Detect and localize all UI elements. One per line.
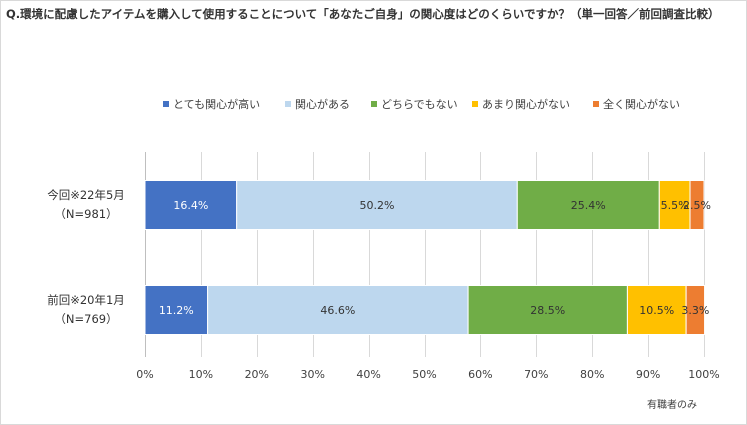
bar-segment <box>467 285 628 335</box>
bar-segment <box>658 180 691 230</box>
bar-segment <box>144 285 209 335</box>
bar-segment <box>626 285 687 335</box>
data-label: 10.5% <box>639 304 674 317</box>
x-tick-label: 40% <box>356 368 381 381</box>
category-label-line2: （N=981） <box>54 207 118 221</box>
chart-legend: とても関心が高い 関心がある どちらでもない あまり関心がない 全く関心がない <box>0 96 747 112</box>
bar-segment <box>516 180 660 230</box>
category-label-line1: 今回※22年5月 <box>47 188 125 202</box>
x-tick-label: 0% <box>136 368 154 381</box>
data-label: 3.3% <box>681 304 709 317</box>
legend-swatch <box>371 101 377 107</box>
x-tick-label: 70% <box>524 368 549 381</box>
data-label: 25.4% <box>571 199 606 212</box>
bar-segment <box>236 180 518 230</box>
x-tick-label: 30% <box>300 368 325 381</box>
x-tick-label: 20% <box>244 368 270 381</box>
bar-segment <box>207 285 469 335</box>
chart-title: Q.環境に配慮したアイテムを購入して使用することについて「あなたご自身」の関心度… <box>6 7 720 21</box>
legend-swatch <box>593 101 599 107</box>
legend-label: 関心がある <box>295 98 350 111</box>
legend-item: 全く関心がない <box>593 96 680 112</box>
x-tick-label: 60% <box>468 368 493 381</box>
x-tick-label: 100% <box>688 368 720 381</box>
legend-label: どちらでもない <box>381 98 458 111</box>
legend-swatch <box>163 101 169 107</box>
data-label: 2.5% <box>683 199 711 212</box>
footnote: 有職者のみ <box>647 400 697 411</box>
data-label: 16.4% <box>173 199 208 212</box>
data-label: 11.2% <box>159 304 194 317</box>
x-tick-label: 50% <box>412 368 437 381</box>
legend-swatch <box>472 101 478 107</box>
category-label: 前回※20年1月 （N=769） <box>26 291 146 329</box>
legend-label: とても関心が高い <box>173 98 261 111</box>
legend-item: どちらでもない <box>371 96 458 112</box>
category-label-line1: 前回※20年1月 <box>47 293 125 307</box>
data-label: 28.5% <box>530 304 565 317</box>
legend-swatch <box>285 101 291 107</box>
x-tick-label: 10% <box>188 368 214 381</box>
category-label-line2: （N=769） <box>54 312 118 326</box>
bar-segment <box>689 180 705 230</box>
category-label: 今回※22年5月 （N=981） <box>26 186 146 224</box>
bar-segment <box>685 285 706 335</box>
data-label: 46.6% <box>320 304 355 317</box>
legend-item: とても関心が高い <box>163 96 260 112</box>
bar-segment <box>144 180 238 230</box>
legend-label: 全く関心がない <box>603 98 680 111</box>
x-tick-label: 90% <box>635 368 661 381</box>
legend-item: あまり関心がない <box>472 96 570 112</box>
legend-label: あまり関心がない <box>482 98 570 111</box>
data-label: 50.2% <box>360 199 395 212</box>
legend-item: 関心がある <box>285 96 350 112</box>
x-tick-label: 80% <box>579 368 605 381</box>
data-label: 5.5% <box>661 199 689 212</box>
